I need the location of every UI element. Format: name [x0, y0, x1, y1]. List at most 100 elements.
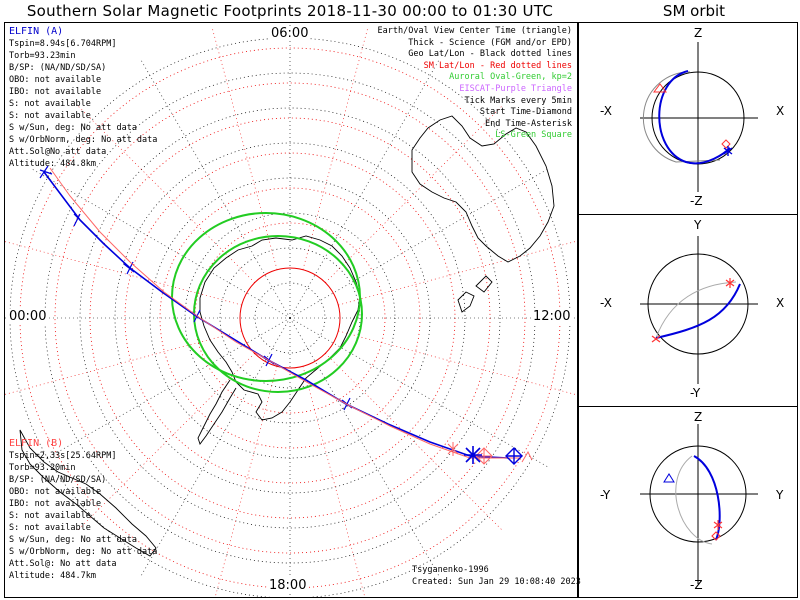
orbit-markers-b [651, 278, 735, 343]
elfin-a-line: OBO: not available [9, 75, 102, 85]
panel2-label-bottom: -Y [690, 386, 701, 400]
australia-coastline [411, 115, 555, 263]
elfin-b-line: OBO: not available [9, 487, 102, 497]
elfin-a-line: S w/Sun, deg: No att data [9, 123, 137, 133]
panel3-label-right: Y [776, 488, 784, 502]
sm-longitude-line [302, 366, 366, 597]
legend-entry: Auroral Oval-Green, kp=2 [449, 72, 572, 83]
earth-circle [649, 445, 747, 543]
model-credit: Tsyganenko-1996 [412, 565, 489, 575]
footprint-map-frame [4, 22, 578, 598]
elfin-a-line: B/SP: (NA/ND/SD/SA) [9, 63, 107, 73]
panel3-label-bottom: -Z [690, 578, 703, 592]
elfin-b-markers [447, 442, 493, 465]
panel2-label-left: -X [600, 296, 612, 310]
sm-panel-xy [640, 236, 758, 384]
elfin-b-orbit [642, 71, 721, 163]
mlt-label-top: 06:00 [270, 26, 310, 41]
mlt-label-left: 00:00 [8, 309, 48, 324]
panel3-label-left: -Y [600, 488, 611, 502]
elfin-a-line: S: not available [9, 99, 91, 109]
elfin-b-line: S: not available [9, 523, 91, 533]
orbit-start-a [663, 473, 675, 483]
sm-longitude-line [338, 240, 577, 306]
sm-panel-yz-frame [578, 406, 798, 598]
elfin-a-line: Att.Sol@No att data [9, 147, 107, 157]
elfin-a-info: ELFIN (A) Tspin=8.94s[6.704RPM] Torb=93.2… [9, 26, 157, 170]
legend-entry: Thick - Science (FGM and/or EPD) [408, 37, 572, 48]
legend-entry: End Time-Asterisk [485, 118, 572, 129]
elfin-a-end-asterisk [464, 446, 482, 464]
legend-entry: Earth/Oval View Center Time (triangle) [377, 26, 572, 36]
orbit-markers-b [711, 520, 723, 541]
elfin-b-line: B/SP: (NA/ND/SD/SA) [9, 475, 107, 485]
credit-block: Tsyganenko-1996 Created: Sun Jan 29 10:0… [412, 564, 581, 588]
elfin-a-line: S w/OrbNorm, deg: No att data [9, 135, 158, 145]
sm-longitude-line [5, 241, 242, 306]
elfin-a-orbit [658, 70, 731, 165]
elfin-b-line: S: not available [9, 511, 91, 521]
sm-orbit-title: SM orbit [662, 2, 726, 20]
legend-entry: LS-Green Square [495, 130, 572, 141]
panel1-label-top: Z [694, 26, 703, 40]
elfin-b-start-triangle [521, 450, 533, 463]
panel2-label-right: X [776, 296, 785, 310]
elfin-a-line: Torb=93.23min [9, 51, 76, 61]
legend-entry: SM Lat/Lon - Red dotted lines [423, 60, 572, 71]
orbit-markers-b [653, 83, 731, 149]
sm-panel-xz [640, 42, 758, 192]
sm-longitude-line [325, 105, 503, 283]
elfin-a-start-diamond [505, 447, 523, 465]
panel2-label-top: Y [694, 218, 702, 232]
legend-entry: Start Time-Diamond [479, 107, 572, 118]
elfin-b-footprint-track [49, 167, 520, 459]
legend-entry: Geo Lat/Lon - Black dotted lines [408, 49, 572, 60]
new-zealand-coastline [457, 275, 493, 313]
panel1-label-left: -X [600, 104, 612, 118]
panel1-label-right: X [776, 104, 785, 118]
orbit-end-a [723, 146, 733, 156]
sm-panel-yz [640, 424, 758, 584]
elfin-a-line: Tspin=8.94s[6.704RPM] [9, 39, 117, 49]
elfin-a-orbit [693, 455, 721, 541]
elfin-b-info: ELFIN (B) Tspin=2.33s[25.64RPM] Torb=93.2… [9, 438, 157, 582]
map-legend: Earth/Oval View Center Time (triangle) Th… [378, 26, 572, 142]
elfin-a-lines: Tspin=8.94s[6.704RPM] Torb=93.23min B/SP: … [9, 38, 157, 170]
mlt-label-bottom: 18:00 [268, 578, 308, 593]
elfin-b-line: Att.Sol@: No att data [9, 559, 117, 569]
elfin-a-line: Altitude: 484.8km [9, 159, 96, 169]
elfin-a-footprint-track [43, 171, 509, 459]
elfin-a-line: IBO: not available [9, 87, 102, 97]
mlt-label-right: 12:00 [532, 309, 572, 324]
elfin-b-line: S w/OrbNorm, deg: No att data [9, 547, 158, 557]
legend-entry: Tick Marks every 5min [464, 95, 572, 106]
sm-longitude-line [325, 353, 503, 531]
legend-entry: EISCAT-Purple Triangle [459, 83, 572, 94]
panel3-label-top: Z [694, 410, 703, 424]
elfin-a-orbit [655, 283, 741, 339]
plot-title: Southern Solar Magnetic Footprints 2018-… [26, 2, 554, 20]
sm-longitude-line [338, 330, 577, 396]
elfin-b-header: ELFIN (B) [9, 438, 64, 449]
panel1-label-bottom: -Z [690, 194, 703, 208]
elfin-b-orbit [655, 281, 737, 339]
sm-pole-circle [239, 267, 341, 369]
created-timestamp: Created: Sun Jan 29 10:08:40 2023 [412, 577, 581, 587]
sm-longitude-line [212, 28, 278, 270]
sm-longitude-line [302, 28, 368, 270]
earth-circle [647, 253, 749, 355]
sm-longitude-line [5, 330, 242, 395]
elfin-b-line: IBO: not available [9, 499, 102, 509]
elfin-a-line: S: not available [9, 111, 91, 121]
south-america-coastline [19, 429, 157, 557]
sm-longitude-line [77, 105, 255, 283]
elfin-b-lines: Tspin=2.33s[25.64RPM] Torb=93.20min B/SP: … [9, 450, 157, 582]
elfin-b-line: Tspin=2.33s[25.64RPM] [9, 451, 117, 461]
elfin-b-orbit [675, 455, 713, 545]
elfin-a-header: ELFIN (A) [9, 26, 64, 37]
sm-longitude-line [214, 366, 278, 597]
elfin-b-line: Torb=93.20min [9, 463, 76, 473]
elfin-b-line: S w/Sun, deg: No att data [9, 535, 137, 545]
elfin-b-line: Altitude: 484.7km [9, 571, 96, 581]
